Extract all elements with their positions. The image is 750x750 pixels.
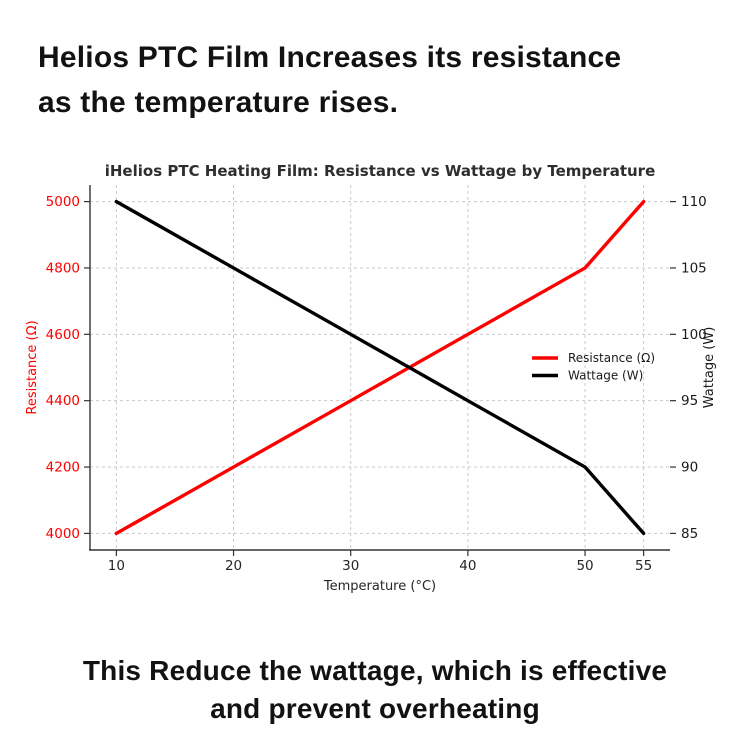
chart-title: iHelios PTC Heating Film: Resistance vs … <box>105 162 656 180</box>
headline-line2: as the temperature rises. <box>38 86 399 119</box>
legend-label: Resistance (Ω) <box>568 351 655 365</box>
y-tick-label-left: 4800 <box>46 260 80 276</box>
x-tick-label: 55 <box>635 558 652 574</box>
y-tick-label-left: 5000 <box>46 194 80 210</box>
y-axis-label-left: Resistance (Ω) <box>25 320 40 414</box>
y-tick-label-right: 85 <box>681 526 698 542</box>
y-tick-label-left: 4400 <box>46 393 80 409</box>
y-tick-label-left: 4200 <box>46 460 80 476</box>
headline: Helios PTC Film Increases its resistance… <box>38 35 720 125</box>
y-tick-label-left: 4600 <box>46 327 80 343</box>
x-tick-label: 10 <box>108 558 125 574</box>
x-axis-label: Temperature (°C) <box>323 579 436 594</box>
y-tick-label-right: 95 <box>681 393 698 409</box>
x-tick-label: 50 <box>576 558 593 574</box>
x-tick-label: 30 <box>342 558 359 574</box>
wattage-line <box>114 199 646 536</box>
footer-line2: and prevent overheating <box>210 693 540 724</box>
headline-line1: Helios PTC Film Increases its resistance <box>38 41 622 74</box>
y-tick-label-left: 4000 <box>46 526 80 542</box>
y-tick-label-right: 110 <box>681 194 707 210</box>
y-tick-label-right: 105 <box>681 260 707 276</box>
resistance-line <box>114 199 646 536</box>
x-tick-label: 40 <box>459 558 476 574</box>
legend-label: Wattage (W) <box>568 369 643 383</box>
x-tick-label: 20 <box>225 558 242 574</box>
footer-caption: This Reduce the wattage, which is effect… <box>0 652 750 728</box>
y-axis-label-right: Wattage (W) <box>702 327 717 409</box>
y-tick-label-right: 90 <box>681 460 698 476</box>
footer-line1: This Reduce the wattage, which is effect… <box>82 655 668 686</box>
y-tick-label-right: 100 <box>681 327 707 343</box>
